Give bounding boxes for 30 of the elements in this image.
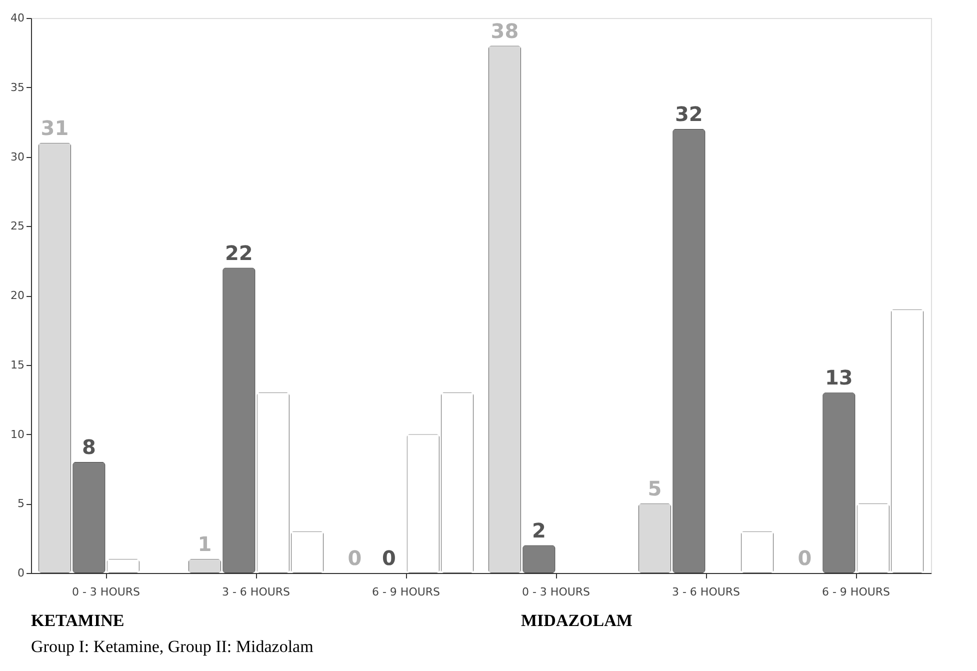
x-tick-label: 3 - 6 HOURS: [672, 586, 740, 598]
x-tick-label: 0 - 3 HOURS: [522, 586, 590, 598]
data-label: 5: [648, 476, 662, 501]
data-label: 13: [824, 366, 853, 390]
data-label: 2: [532, 518, 546, 542]
text: MIDAZOLAM: [521, 611, 632, 630]
data-label: 32: [674, 102, 703, 126]
data-label: 0: [382, 546, 396, 570]
data-label: 1: [198, 532, 212, 556]
y-tick-label: 5: [18, 497, 24, 510]
data-label: 22: [224, 240, 253, 265]
text: KETAMINE: [31, 611, 124, 630]
y-tick-label: 15: [10, 358, 24, 372]
y-tick-label: 20: [10, 289, 24, 302]
text: Group I: Ketamine, Group II: Midazolam: [31, 637, 314, 656]
x-tick-label: 6 - 9 HOURS: [822, 586, 890, 598]
y-tick-label: 10: [10, 428, 24, 441]
x-tick-label: 0 - 3 HOURS: [72, 586, 140, 598]
x-tick-label: 6 - 9 HOURS: [372, 586, 440, 598]
y-tick-label: 35: [10, 80, 24, 94]
data-label: 8: [82, 435, 96, 459]
y-tick-label: 40: [10, 12, 24, 24]
x-tick-label: 3 - 6 HOURS: [222, 586, 290, 598]
data-label: 31: [40, 116, 69, 140]
y-tick-label: 0: [18, 566, 24, 580]
data-label: 0: [348, 546, 362, 570]
y-tick-label: 30: [10, 150, 24, 164]
data-label: 0: [798, 546, 812, 570]
y-tick-label: 25: [10, 220, 24, 233]
data-label: 38: [490, 18, 519, 43]
